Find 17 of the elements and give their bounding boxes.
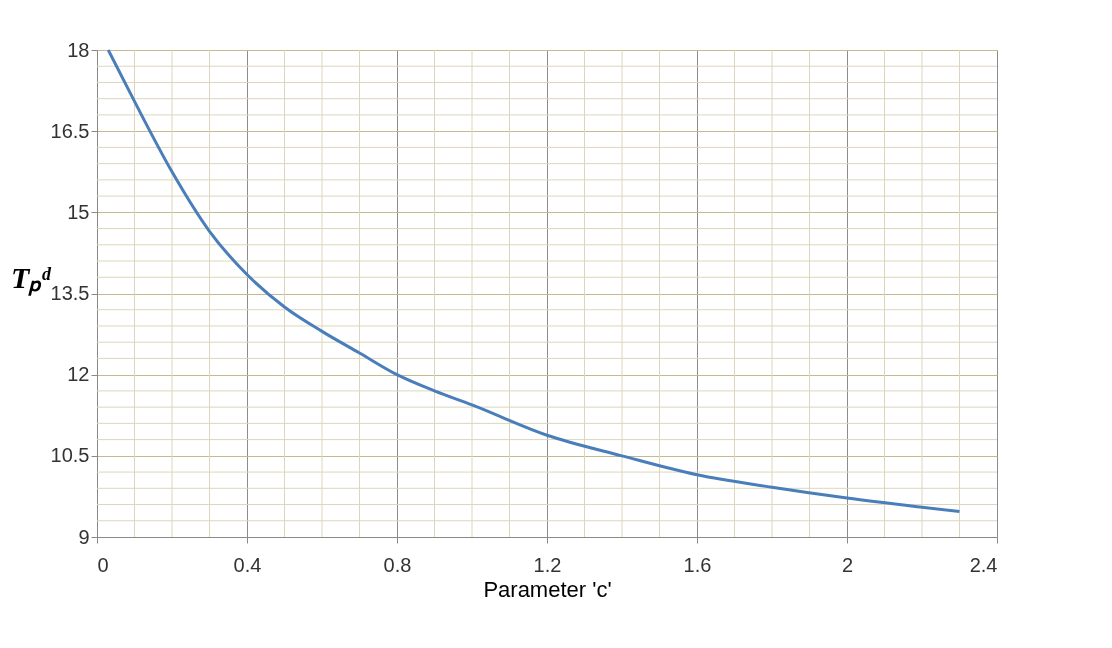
x-tick-label: 0.4 [233, 553, 262, 576]
y-tick-label: 12 [67, 363, 90, 386]
y-tick-label: 9 [78, 525, 90, 548]
x-tick-label: 1.6 [683, 553, 712, 576]
y-tick-label: 18 [67, 38, 90, 61]
x-tick-label: 0 [97, 553, 109, 576]
y-axis-title: Tₚᵈ [10, 261, 52, 296]
x-tick-label: 2 [841, 553, 854, 576]
x-tick-label: 2.4 [969, 553, 998, 576]
x-tick-label: 0.8 [383, 553, 412, 576]
x-tick-label: 1.2 [533, 553, 562, 576]
x-axis-title: Parameter 'c' [483, 576, 612, 602]
line-series [106, 48, 961, 514]
y-tick-label: 10.5 [50, 444, 90, 467]
y-tick-label: 13.5 [50, 282, 90, 304]
y-tick-label: 15 [67, 200, 90, 223]
y-tick-label: 16.5 [50, 119, 90, 142]
